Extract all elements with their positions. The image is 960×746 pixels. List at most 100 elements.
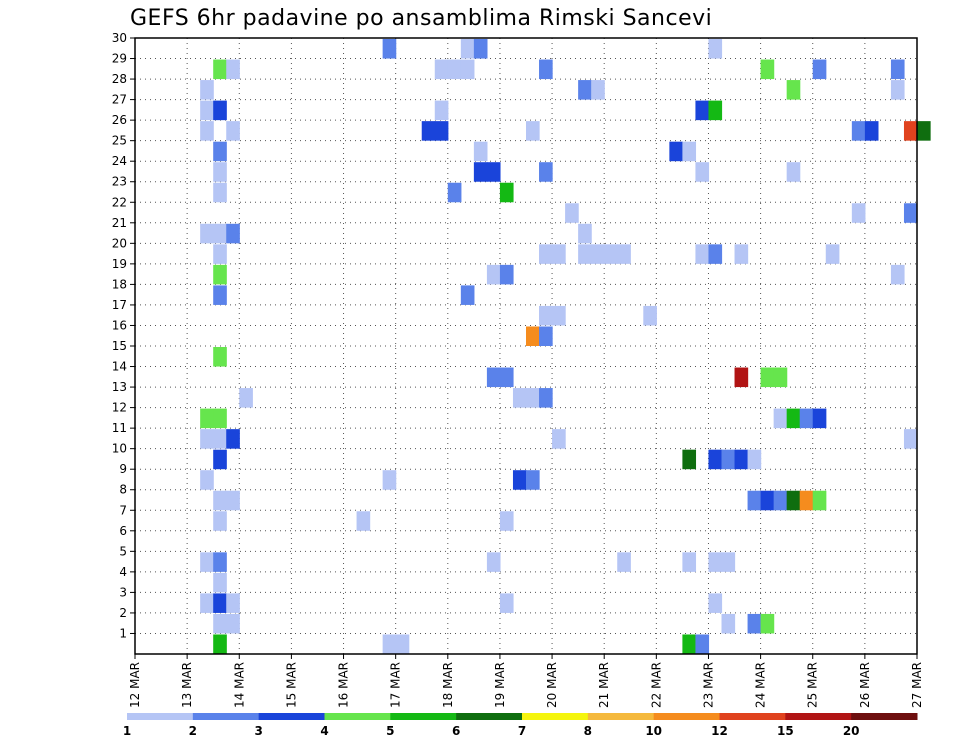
y-tick-label: 17 bbox=[112, 298, 127, 312]
y-tick-label: 29 bbox=[112, 52, 127, 66]
heatmap-cell bbox=[799, 408, 814, 429]
y-tick-label: 19 bbox=[112, 257, 127, 271]
heatmap-cell bbox=[213, 59, 227, 80]
colorbar-label: 3 bbox=[254, 724, 262, 738]
heatmap-cell bbox=[213, 490, 227, 511]
heatmap-cell bbox=[382, 634, 397, 654]
heatmap-cell bbox=[578, 223, 592, 244]
heatmap-cell bbox=[734, 449, 749, 470]
heatmap-cell bbox=[721, 552, 736, 572]
heatmap-cell bbox=[486, 162, 501, 182]
x-tick-label: 21 MAR bbox=[597, 662, 611, 708]
colorbar-label: 4 bbox=[320, 724, 328, 738]
heatmap-cell bbox=[486, 367, 501, 388]
heatmap-cell bbox=[486, 552, 501, 572]
heatmap-cell bbox=[499, 182, 514, 203]
chart-title: GEFS 6hr padavine po ansamblima Rimski S… bbox=[130, 6, 713, 31]
x-tick-label: 24 MAR bbox=[754, 662, 768, 708]
x-tick-label: 14 MAR bbox=[232, 662, 246, 708]
y-tick-label: 23 bbox=[112, 175, 127, 189]
colorbar-segment bbox=[456, 713, 523, 720]
y-tick-label: 13 bbox=[112, 380, 127, 394]
y-tick-label: 12 bbox=[112, 401, 127, 415]
heatmap-cell bbox=[708, 244, 723, 264]
y-tick-label: 5 bbox=[119, 544, 127, 558]
heatmap-cell bbox=[812, 490, 827, 511]
heatmap-cell bbox=[695, 634, 710, 654]
x-tick-label: 27 MAR bbox=[910, 662, 924, 708]
heatmap-cell bbox=[708, 449, 723, 470]
colorbar-segment bbox=[522, 713, 589, 720]
y-tick-label: 15 bbox=[112, 339, 127, 353]
heatmap-cell bbox=[200, 223, 214, 244]
colorbar-label: 10 bbox=[645, 724, 662, 738]
heatmap-cell bbox=[695, 244, 710, 264]
heatmap-cell bbox=[539, 326, 553, 346]
heatmap-cell bbox=[786, 408, 801, 429]
heatmap-cell bbox=[864, 121, 879, 141]
colorbar-segment bbox=[719, 713, 786, 720]
heatmap-cell bbox=[512, 388, 527, 408]
y-tick-label: 9 bbox=[119, 462, 127, 476]
heatmap-cell bbox=[812, 59, 827, 80]
heatmap-cell bbox=[682, 141, 697, 162]
heatmap-cell bbox=[213, 347, 227, 367]
heatmap-cell bbox=[526, 470, 540, 490]
heatmap-cell bbox=[734, 367, 749, 388]
x-tick-label: 12 MAR bbox=[128, 662, 142, 708]
heatmap-cell bbox=[486, 264, 501, 285]
colorbar-segment bbox=[785, 713, 852, 720]
heatmap-cell bbox=[526, 121, 540, 141]
y-tick-label: 3 bbox=[119, 585, 127, 599]
heatmap-cell bbox=[226, 59, 240, 80]
heatmap-cell bbox=[499, 264, 514, 285]
heatmap-cell bbox=[708, 100, 723, 121]
colorbar-label: 15 bbox=[777, 724, 794, 738]
heatmap-cell bbox=[539, 59, 553, 80]
heatmap-cell bbox=[760, 613, 775, 634]
heatmap-cell bbox=[226, 613, 240, 634]
heatmap-cell bbox=[421, 121, 436, 141]
heatmap-cell bbox=[213, 162, 227, 182]
heatmap-cell bbox=[200, 593, 214, 613]
colorbar-segment bbox=[127, 713, 194, 720]
colorbar-label: 12 bbox=[711, 724, 728, 738]
heatmap-cell bbox=[213, 572, 227, 593]
y-tick-label: 21 bbox=[112, 216, 127, 230]
heatmap-cell bbox=[473, 39, 488, 59]
heatmap-cell bbox=[682, 634, 697, 654]
heatmap-cell bbox=[200, 429, 214, 449]
heatmap-cell bbox=[591, 244, 605, 264]
y-tick-label: 30 bbox=[112, 31, 127, 45]
y-tick-label: 8 bbox=[119, 483, 127, 497]
heatmap-cell bbox=[200, 470, 214, 490]
y-tick-label: 16 bbox=[112, 318, 127, 332]
heatmap-cell bbox=[356, 511, 371, 531]
heatmap-cell bbox=[760, 367, 775, 388]
heatmap-cell bbox=[669, 141, 683, 162]
heatmap-cell bbox=[499, 593, 514, 613]
heatmap-cell bbox=[721, 449, 736, 470]
heatmap-cell bbox=[721, 613, 736, 634]
heatmap-cell bbox=[917, 121, 931, 141]
heatmap-cell bbox=[213, 613, 227, 634]
heatmap-cell bbox=[812, 408, 827, 429]
y-tick-label: 28 bbox=[112, 72, 127, 86]
heatmap-cell bbox=[499, 511, 514, 531]
heatmap-cell bbox=[552, 429, 566, 449]
x-tick-label: 23 MAR bbox=[701, 662, 715, 708]
heatmap-cell bbox=[382, 470, 397, 490]
y-tick-label: 18 bbox=[112, 277, 127, 291]
heatmap-cell bbox=[213, 408, 227, 429]
heatmap-cell bbox=[434, 100, 449, 121]
heatmap-cell bbox=[213, 634, 227, 654]
y-tick-label: 26 bbox=[112, 113, 127, 127]
heatmap-cell bbox=[708, 552, 723, 572]
colorbar-label: 20 bbox=[843, 724, 860, 738]
heatmap-cell bbox=[213, 552, 227, 572]
heatmap-cell bbox=[903, 203, 918, 223]
heatmap-cell bbox=[617, 552, 631, 572]
heatmap-cell bbox=[708, 39, 723, 59]
heatmap-cell bbox=[447, 59, 462, 80]
heatmap-cell bbox=[526, 388, 540, 408]
